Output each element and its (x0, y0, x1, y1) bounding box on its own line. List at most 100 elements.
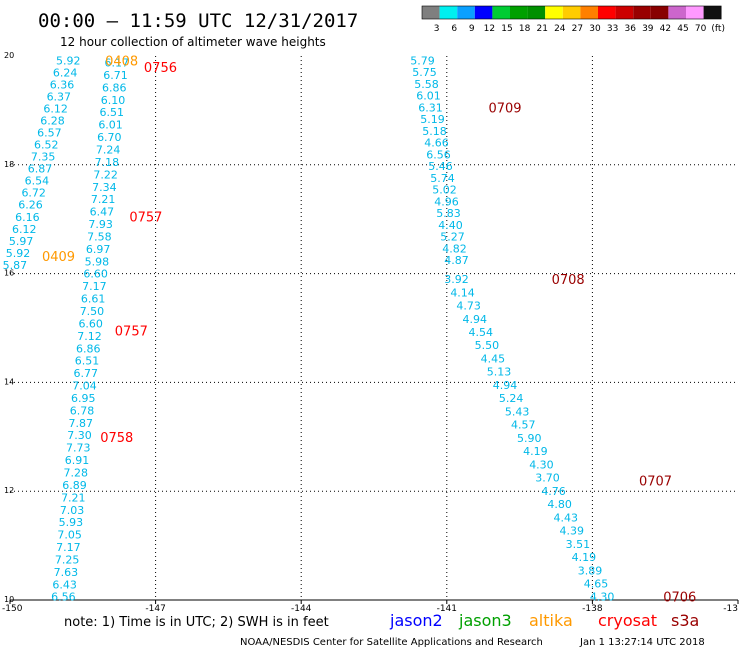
pass-time-label: 0408 (105, 54, 138, 69)
wave-height-value: 5.02 (432, 184, 457, 197)
wave-height-value: 4.19 (572, 551, 597, 564)
y-tick-label: 14 (4, 377, 14, 386)
pass-time-label: 0707 (639, 474, 672, 489)
wave-height-value: 6.89 (62, 479, 87, 492)
chart-subtitle: 12 hour collection of altimeter wave hei… (60, 35, 326, 49)
x-tick-label: -144 (291, 604, 312, 614)
pass-time-label: 0708 (552, 273, 585, 288)
legend-altika: altika (529, 611, 573, 630)
wave-height-value: 6.54 (25, 175, 50, 188)
wave-height-value: 5.83 (436, 207, 461, 220)
colorbar-frame (421, 5, 722, 20)
footer-timestamp: Jan 1 13:27:14 UTC 2018 (579, 637, 705, 648)
wave-height-value: 5.43 (505, 405, 530, 418)
wave-height-value: 6.60 (78, 317, 103, 330)
pass-time-label: 0709 (488, 102, 521, 117)
colorbar-label: 30 (589, 24, 601, 34)
wave-height-value: 4.94 (462, 313, 487, 326)
wave-height-value: 6.24 (53, 66, 78, 79)
colorbar-swatch (510, 6, 528, 19)
wave-height-value: 5.98 (85, 255, 110, 268)
wave-height-value: 7.22 (93, 168, 118, 181)
wave-height-value: 5.87 (3, 259, 28, 272)
wave-height-value: 7.30 (67, 429, 92, 442)
pass-time-label: 0758 (100, 431, 133, 446)
colorbar-swatch (545, 6, 563, 19)
note-text: note: 1) Time is in UTC; 2) SWH is in fe… (64, 615, 329, 630)
wave-height-value: 7.17 (56, 541, 81, 554)
colorbar-label: 45 (677, 24, 688, 34)
wave-height-value: 3.89 (578, 564, 603, 577)
colorbar-label: 21 (536, 24, 547, 34)
wave-height-value: 7.63 (54, 566, 79, 579)
wave-height-value: 7.03 (60, 504, 85, 517)
wave-height-value: 5.79 (410, 54, 435, 67)
satellite-legend: jason2 jason3 altika cryosat s3a (389, 611, 699, 630)
pass-time-label: 0706 (663, 591, 696, 606)
legend-jason2: jason2 (389, 611, 443, 630)
wave-height-value: 7.28 (64, 467, 89, 480)
colorbar-label: 15 (501, 24, 512, 34)
wave-height-value: 4.65 (584, 577, 609, 590)
wave-height-value: 6.51 (100, 106, 125, 119)
wave-height-value: 5.58 (414, 78, 439, 91)
wave-height-value: 7.25 (55, 553, 80, 566)
wave-height-value: 6.37 (47, 90, 72, 103)
wave-height-value: 4.14 (450, 286, 475, 299)
wave-height-value: 6.36 (50, 78, 75, 91)
colorbar-swatch (562, 6, 581, 19)
colorbar-label: 42 (660, 24, 671, 34)
colorbar-swatch (686, 6, 704, 19)
wave-height-value: 5.46 (428, 160, 453, 173)
wave-height-value: 4.87 (444, 254, 469, 267)
colorbar-swatch (703, 6, 722, 19)
x-tick-label: -138 (582, 604, 603, 614)
wave-height-value: 6.61 (81, 293, 106, 306)
wave-height-value: 7.04 (72, 380, 97, 393)
wave-height-value: 4.73 (456, 300, 481, 313)
wave-height-value: 4.94 (493, 379, 518, 392)
wave-height-value: 6.95 (71, 392, 96, 405)
colorbar-label: 33 (607, 24, 618, 34)
wave-height-value: 5.74 (430, 172, 455, 185)
colorbar-label: 18 (519, 24, 531, 34)
wave-height-value: 6.17 (105, 57, 130, 70)
wave-height-value: 4.30 (529, 458, 554, 471)
colorbar-swatch (650, 6, 669, 19)
wave-height-value: 6.16 (15, 211, 40, 224)
wave-height-value: 7.24 (96, 143, 121, 156)
wave-height-value: 6.51 (75, 355, 100, 368)
wave-height-value: 7.18 (95, 156, 120, 169)
colorbar-label: (ft) (711, 24, 725, 34)
wave-height-value: 7.12 (77, 330, 102, 343)
wave-height-value: 5.90 (517, 432, 542, 445)
wave-height-value: 6.57 (37, 127, 62, 140)
colorbar-swatch (492, 6, 510, 19)
wave-height-value: 4.39 (560, 525, 585, 538)
y-tick-label: 12 (4, 486, 14, 495)
colorbar-swatch (457, 6, 475, 19)
wave-height-value: 6.56 (426, 148, 451, 161)
wave-height-value: 6.12 (43, 102, 68, 115)
wave-height-value: 7.93 (88, 218, 113, 231)
wave-height-value: 7.73 (66, 442, 91, 455)
x-tick-label: -150 (2, 604, 23, 614)
wave-height-value: 3.92 (444, 273, 469, 286)
pass-time-label: 0756 (144, 61, 177, 76)
wave-height-value: 5.27 (440, 231, 465, 244)
wave-height-value: 5.97 (9, 235, 34, 248)
colorbar-label: 12 (484, 24, 495, 34)
y-tick-label: 10 (4, 595, 14, 604)
wave-height-value: 4.96 (434, 195, 459, 208)
wave-height-value: 4.80 (547, 498, 572, 511)
wave-height-value: 6.28 (40, 115, 65, 128)
wave-height-value: 6.12 (12, 223, 37, 236)
colorbar-label: 39 (642, 24, 654, 34)
wave-height-value: 6.52 (34, 139, 59, 152)
wave-height-value: 6.26 (18, 199, 43, 212)
wave-height-value: 6.78 (70, 404, 95, 417)
colorbar-label: 9 (469, 24, 475, 34)
wave-height-value: 4.30 (590, 591, 615, 604)
wave-height-value: 6.86 (76, 342, 101, 355)
